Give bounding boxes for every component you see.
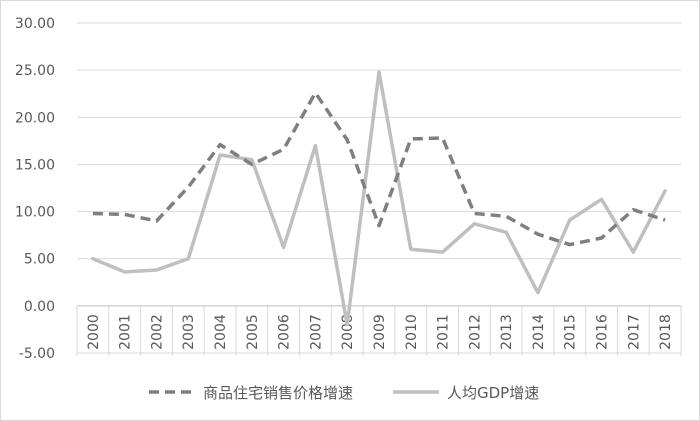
x-tick-label: 2001 [118,314,134,350]
x-tick-label: 2000 [86,314,102,350]
x-tick-label: 2007 [308,314,324,350]
gridlines [77,22,681,354]
x-tick-label: 2014 [531,314,547,350]
y-tick-label: 15.00 [15,157,55,173]
y-tick-label: 30.00 [15,16,55,32]
x-tick-label: 2010 [404,314,420,350]
x-tick-label: 2003 [181,314,197,350]
legend-label-1: 人均GDP增速 [447,384,539,402]
y-tick-label: 10.00 [15,205,55,221]
y-tick-label: -5.00 [19,346,55,362]
series-line-1 [91,70,667,327]
y-tick-label: 20.00 [15,110,55,126]
y-tick-label: 0.00 [24,299,55,315]
x-tick-label: 2006 [277,314,293,350]
series-line-0 [92,91,666,247]
legend-label-0: 商品住宅销售价格增速 [203,384,353,402]
x-tick-label: 2013 [499,314,515,350]
x-tick-label: 2002 [149,314,165,350]
x-tick-label: 2005 [245,314,261,350]
x-tick-label: 2004 [213,314,229,350]
legend: 商品住宅销售价格增速 人均GDP增速 [149,384,539,402]
x-axis-ticks: 2000 2001 2002 2003 2004 2005 2006 2007 2008 2009… [76,305,682,356]
x-tick-label: 2009 [372,314,388,350]
series-lines [91,70,667,327]
x-tick-label: 2008 [340,314,356,350]
y-axis-ticks: -5.00 0.00 5.00 10.00 15.00 20.00 25.00 30.00 [15,16,55,362]
x-tick-label: 2012 [467,314,483,350]
x-tick-label: 2016 [595,314,611,350]
x-tick-label: 2018 [658,314,674,350]
y-tick-label: 25.00 [15,63,55,79]
x-tick-label: 2015 [563,314,579,350]
y-tick-label: 5.00 [24,252,55,268]
x-tick-label: 2017 [626,314,642,350]
x-tick-label: 2011 [436,314,452,350]
